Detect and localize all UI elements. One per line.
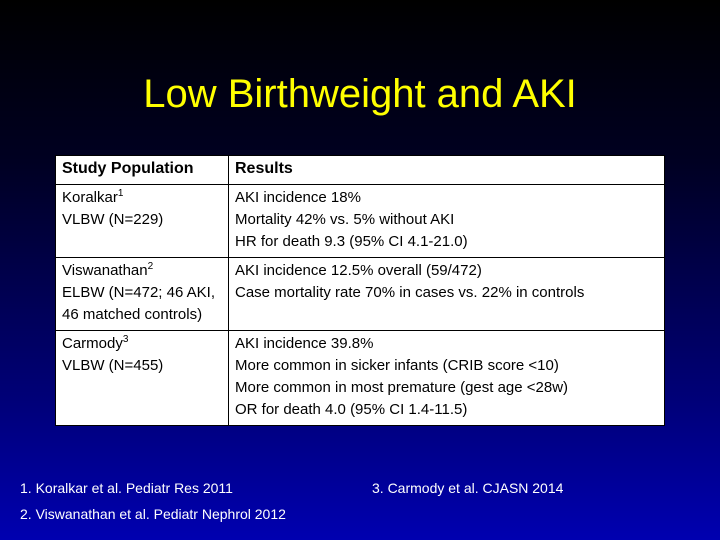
result-line: More common in most premature (gest age …	[235, 379, 569, 396]
population-cell: Viswanathan2 ELBW (N=472; 46 AKI, 46 mat…	[55, 257, 229, 331]
study-author: Viswanathan2	[62, 261, 154, 280]
result-line: OR for death 4.0 (95% CI 1.4-11.5)	[235, 401, 468, 418]
reference-3: 3. Carmody et al. CJASN 2014	[372, 480, 564, 496]
results-cell: AKI incidence 12.5% overall (59/472) Cas…	[228, 257, 665, 331]
study-author: Carmody3	[62, 334, 129, 353]
population-text: ELBW (N=472; 46 AKI, 46 matched controls…	[62, 284, 215, 323]
reference-number: 1	[117, 188, 124, 199]
result-line: Case mortality rate 70% in cases vs. 22%…	[235, 284, 585, 301]
results-table: Study Population Results Koralkar1 VLBW …	[55, 155, 665, 426]
header-study-population: Study Population	[55, 155, 229, 185]
reference-1: 1. Koralkar et al. Pediatr Res 2011	[20, 480, 233, 496]
result-line: HR for death 9.3 (95% CI 4.1-21.0)	[235, 233, 468, 250]
population-cell: Carmody3 VLBW (N=455)	[55, 330, 229, 426]
result-line: More common in sicker infants (CRIB scor…	[235, 357, 559, 374]
population-cell: Koralkar1 VLBW (N=229)	[55, 184, 229, 258]
population-text: VLBW (N=455)	[62, 357, 164, 374]
study-author: Koralkar1	[62, 188, 124, 207]
table-row: Carmody3 VLBW (N=455) AKI incidence 39.8…	[55, 330, 665, 426]
population-text: VLBW (N=229)	[62, 211, 164, 228]
result-line: AKI incidence 39.8%	[235, 335, 374, 352]
results-cell: AKI incidence 39.8% More common in sicke…	[228, 330, 665, 426]
slide-title: Low Birthweight and AKI	[143, 72, 577, 116]
reference-2: 2. Viswanathan et al. Pediatr Nephrol 20…	[20, 506, 286, 522]
table-row: Viswanathan2 ELBW (N=472; 46 AKI, 46 mat…	[55, 257, 665, 331]
result-line: AKI incidence 18%	[235, 189, 361, 206]
results-cell: AKI incidence 18% Mortality 42% vs. 5% w…	[228, 184, 665, 258]
header-results: Results	[228, 155, 665, 185]
result-line: Mortality 42% vs. 5% without AKI	[235, 211, 455, 228]
reference-number: 3	[122, 334, 129, 345]
table-header-row: Study Population Results	[55, 155, 665, 185]
table-row: Koralkar1 VLBW (N=229) AKI incidence 18%…	[55, 184, 665, 258]
result-line: AKI incidence 12.5% overall (59/472)	[235, 262, 482, 279]
reference-number: 2	[147, 261, 154, 272]
